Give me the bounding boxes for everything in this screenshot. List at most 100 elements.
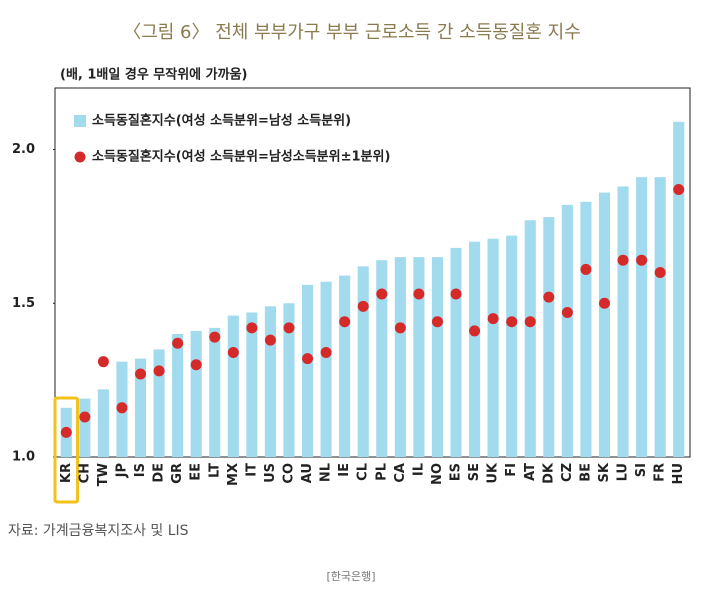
x-tick-label: EE xyxy=(189,463,204,481)
x-tick-label: FR xyxy=(653,463,668,482)
bar xyxy=(580,201,592,457)
dot xyxy=(617,254,629,266)
legend-label: 소득동질혼지수(여성 소득분위=남성 소득분위) xyxy=(92,113,351,129)
footer: [한국은행] xyxy=(326,570,375,583)
dot xyxy=(172,337,184,349)
source: 자료: 가계금융복지조사 및 LIS xyxy=(8,523,189,539)
x-tick-label: NO xyxy=(430,463,445,485)
bar xyxy=(339,275,351,457)
dot xyxy=(431,316,443,328)
bar xyxy=(506,235,518,457)
bar xyxy=(227,315,239,457)
dot xyxy=(394,322,406,334)
x-tick-label: FI xyxy=(504,463,519,477)
bar xyxy=(209,327,221,457)
plot-frame xyxy=(54,87,691,458)
bar xyxy=(469,241,481,457)
x-tick-label: KR xyxy=(59,463,74,483)
x-tick-label: US xyxy=(263,463,278,483)
dot xyxy=(598,297,610,309)
x-tick-label: ES xyxy=(449,463,464,481)
bar xyxy=(264,306,276,457)
bar xyxy=(376,260,388,457)
bar xyxy=(673,121,685,457)
highlight-box xyxy=(53,396,80,504)
dot xyxy=(209,331,221,343)
dot xyxy=(153,365,165,377)
bar xyxy=(413,257,425,457)
legend-label: 소득동질혼지수(여성 소득분위=남성소득분위±1분위) xyxy=(92,149,390,165)
dot xyxy=(357,300,369,312)
dot xyxy=(524,316,536,328)
bar xyxy=(97,389,109,457)
bar xyxy=(636,177,648,458)
dot xyxy=(580,263,592,275)
dot xyxy=(413,288,425,300)
x-tick-label: CA xyxy=(393,463,408,483)
dot xyxy=(339,316,351,328)
x-tick-label: DK xyxy=(541,462,556,484)
x-tick-label: LU xyxy=(616,463,631,481)
bar xyxy=(543,217,555,457)
dot xyxy=(116,402,128,414)
dot xyxy=(264,334,276,346)
chart-title: 〈그림 6〉 전체 부부가구 부부 근로소득 간 소득동질혼 지수 xyxy=(123,22,581,43)
dot xyxy=(60,426,72,438)
unit-note: (배, 1배일 경우 무작위에 가까움) xyxy=(60,67,248,83)
x-tick-label: TW xyxy=(96,463,111,486)
bar xyxy=(598,192,611,458)
legend-swatch xyxy=(74,151,86,163)
dot xyxy=(543,291,555,303)
x-tick-label: IL xyxy=(411,463,426,476)
bar xyxy=(320,281,332,457)
x-tick-label: HU xyxy=(671,463,686,484)
y-tick-label: 2.0 xyxy=(12,142,35,157)
y-tick-label: 1.0 xyxy=(12,450,35,465)
bar xyxy=(246,312,258,457)
legend-swatch xyxy=(74,115,86,127)
bar xyxy=(561,204,573,457)
x-tick-label: BE xyxy=(578,463,593,482)
bar xyxy=(394,257,406,457)
dot xyxy=(469,325,481,337)
bar xyxy=(79,398,91,457)
bar xyxy=(134,358,147,457)
dot xyxy=(673,183,685,195)
x-tick-label: CL xyxy=(356,463,371,481)
dot xyxy=(283,322,295,334)
dot xyxy=(561,306,573,318)
dot xyxy=(79,411,91,423)
x-tick-label: MX xyxy=(226,463,241,486)
dot xyxy=(227,346,239,358)
dot xyxy=(190,359,202,371)
x-tick-label: CZ xyxy=(560,463,575,482)
dot xyxy=(450,288,462,300)
bar xyxy=(172,334,184,457)
x-tick-label: AT xyxy=(523,463,538,481)
x-tick-label: NL xyxy=(319,463,334,482)
x-tick-label: IS xyxy=(133,463,148,477)
bar xyxy=(357,266,369,457)
x-tick-label: PL xyxy=(374,463,389,481)
bar xyxy=(450,247,462,457)
x-tick-label: CH xyxy=(77,463,92,483)
x-tick-label: CO xyxy=(281,463,296,484)
x-tick-label: SE xyxy=(467,463,482,481)
bar xyxy=(153,349,165,457)
dot xyxy=(302,353,314,365)
x-tick-label: GR xyxy=(170,463,185,484)
dot xyxy=(487,313,499,325)
bar xyxy=(283,303,295,457)
bar xyxy=(301,284,314,457)
dot xyxy=(97,356,109,368)
bar xyxy=(487,238,499,457)
x-tick-label: JP xyxy=(114,463,129,478)
y-tick-label: 1.5 xyxy=(12,296,35,311)
x-tick-label: DE xyxy=(152,463,167,483)
dot xyxy=(135,368,147,380)
x-tick-label: SK xyxy=(597,462,612,482)
bar xyxy=(617,186,629,457)
x-tick-label: UK xyxy=(486,462,501,484)
dot xyxy=(654,267,666,278)
